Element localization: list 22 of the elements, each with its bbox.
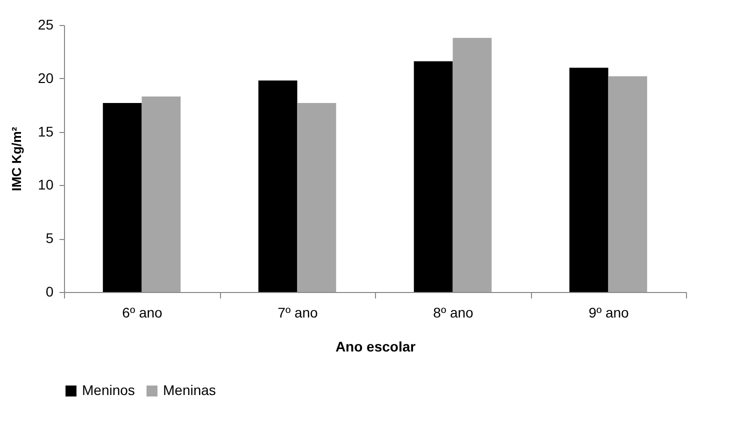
- x-axis-title: Ano escolar: [335, 338, 416, 354]
- x-tick-label: 9º ano: [588, 304, 630, 320]
- y-tick-label: 0: [46, 284, 54, 300]
- legend-label: Meninos: [82, 382, 135, 398]
- bar: [297, 102, 336, 292]
- x-tick-label: 7º ano: [278, 304, 318, 320]
- y-tick-label: 5: [46, 230, 54, 246]
- bar: [142, 96, 181, 292]
- x-tick-label: 6º ano: [122, 304, 163, 320]
- legend-label: Meninas: [163, 382, 216, 398]
- bar: [414, 61, 453, 292]
- bar: [102, 102, 142, 292]
- bar: [452, 38, 492, 292]
- x-tick-label: 8º ano: [433, 304, 474, 320]
- y-tick-label: 15: [38, 123, 54, 140]
- y-axis-title: IMC Kg/m²: [8, 126, 24, 192]
- y-tick-label: 20: [38, 70, 54, 86]
- y-tick-label: 25: [38, 16, 54, 32]
- y-tick-label: 10: [38, 176, 54, 193]
- bar: [569, 68, 608, 292]
- bar: [608, 76, 648, 292]
- bar: [258, 80, 298, 292]
